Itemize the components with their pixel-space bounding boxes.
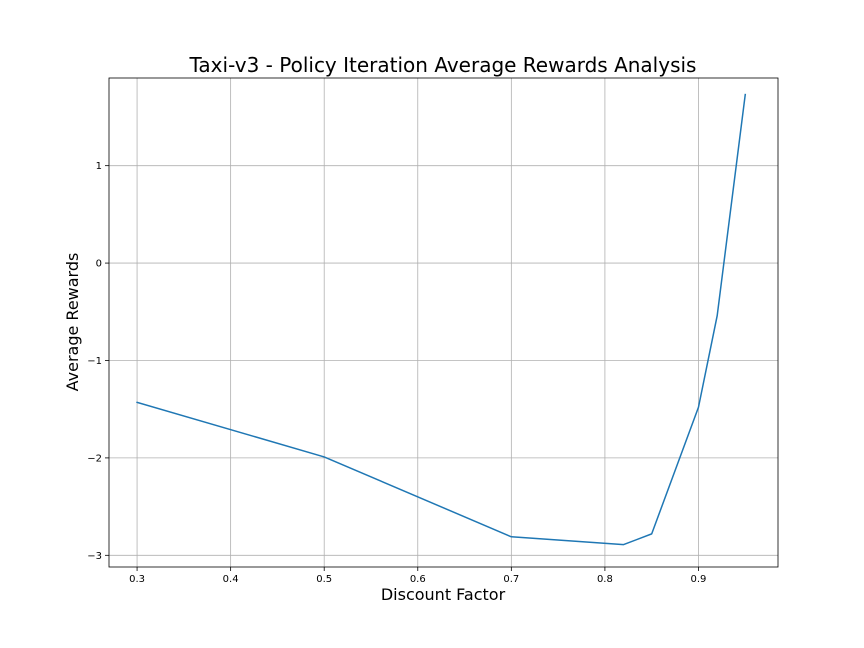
x-tick-label: 0.7 bbox=[503, 574, 519, 585]
series-layer bbox=[136, 93, 747, 546]
axis-ticks: 0.3 0.4 0.5 0.6 0.7 0.8 0.9 −3 −2 −1 0 1 bbox=[87, 161, 706, 585]
y-tick-label: 1 bbox=[96, 161, 102, 172]
x-tick-label: 0.9 bbox=[691, 574, 707, 585]
y-tick-label: −1 bbox=[87, 356, 102, 367]
x-axis-label: Discount Factor bbox=[381, 585, 506, 604]
x-tick-label: 0.6 bbox=[410, 574, 426, 585]
x-tick-label: 0.4 bbox=[223, 574, 239, 585]
y-axis-label: Average Rewards bbox=[63, 253, 82, 392]
grid-lines bbox=[109, 78, 778, 567]
x-tick-label: 0.5 bbox=[316, 574, 332, 585]
series-line bbox=[136, 93, 747, 546]
x-tick-label: 0.8 bbox=[597, 574, 613, 585]
plot-frame bbox=[108, 77, 779, 568]
y-tick-label: −2 bbox=[87, 453, 102, 464]
x-tick-label: 0.3 bbox=[129, 574, 145, 585]
chart-title: Taxi-v3 - Policy Iteration Average Rewar… bbox=[189, 53, 697, 77]
y-tick-label: −3 bbox=[87, 551, 102, 562]
y-tick-label: 0 bbox=[96, 259, 102, 270]
